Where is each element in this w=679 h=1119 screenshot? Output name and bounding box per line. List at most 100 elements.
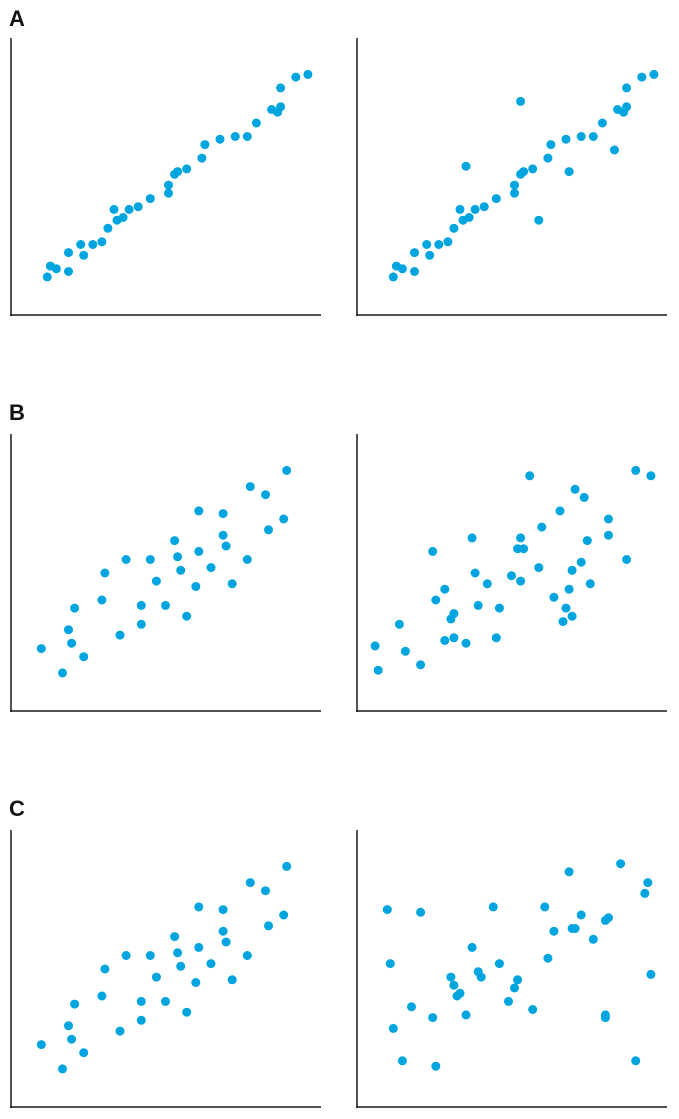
data-point <box>446 972 456 982</box>
data-point <box>230 132 240 141</box>
data-point <box>494 959 504 969</box>
data-point <box>549 592 559 602</box>
data-point <box>410 248 419 258</box>
data-point <box>221 541 231 551</box>
data-point <box>585 579 595 589</box>
data-point <box>410 267 419 276</box>
data-point <box>431 595 441 605</box>
data-point <box>464 213 474 222</box>
data-point <box>576 910 586 920</box>
data-point <box>206 563 216 573</box>
data-point <box>519 167 529 177</box>
data-point <box>64 248 73 258</box>
data-point <box>58 1064 67 1074</box>
data-point <box>443 237 453 247</box>
data-point <box>100 964 110 974</box>
data-point <box>537 522 547 532</box>
data-point <box>115 1026 125 1036</box>
data-point <box>151 972 161 982</box>
data-point <box>242 951 252 960</box>
data-point <box>476 972 486 982</box>
data-point <box>197 153 207 163</box>
data-point <box>279 514 289 524</box>
data-point <box>133 202 143 212</box>
data-point <box>604 514 613 524</box>
data-point <box>191 978 201 987</box>
data-point <box>76 240 86 249</box>
data-point <box>251 118 261 128</box>
data-point <box>428 1013 438 1023</box>
data-point <box>425 250 435 260</box>
data-point <box>397 264 407 274</box>
data-point <box>64 267 73 276</box>
data-point <box>394 619 404 629</box>
data-point <box>622 102 632 112</box>
data-point <box>194 506 204 516</box>
data-point <box>461 638 471 648</box>
data-point <box>215 134 225 144</box>
data-point <box>136 619 146 629</box>
data-point <box>555 506 565 516</box>
data-point <box>470 204 480 214</box>
data-point <box>546 140 556 150</box>
data-point <box>646 969 656 979</box>
data-point <box>528 1005 538 1014</box>
data-point <box>64 625 73 635</box>
data-point <box>449 633 459 643</box>
data-point <box>245 878 255 888</box>
data-point <box>58 668 67 678</box>
scatter-plot-b-left <box>10 434 321 712</box>
data-point <box>488 902 498 912</box>
data-point <box>564 584 574 594</box>
data-point <box>479 202 489 212</box>
data-point <box>109 204 119 214</box>
data-point <box>510 983 519 993</box>
data-point <box>51 264 61 274</box>
data-point <box>616 859 626 869</box>
data-point <box>194 902 204 912</box>
data-point <box>388 272 398 282</box>
data-point <box>121 951 131 960</box>
data-point <box>170 536 180 546</box>
data-point <box>176 565 186 575</box>
data-point <box>103 223 113 233</box>
data-point <box>431 1061 441 1071</box>
data-point <box>79 250 89 260</box>
data-point <box>79 652 89 662</box>
data-point <box>643 878 653 888</box>
data-point <box>600 1010 610 1020</box>
data-point <box>449 223 459 233</box>
data-point <box>516 533 526 543</box>
data-point <box>124 204 134 214</box>
data-point <box>407 1002 416 1012</box>
data-point <box>649 69 659 79</box>
data-point <box>64 1021 73 1031</box>
data-point <box>622 83 632 93</box>
data-point <box>482 579 492 589</box>
data-point <box>388 1023 398 1033</box>
scatter-plot-a-left <box>10 38 321 316</box>
data-point <box>136 996 146 1006</box>
data-point <box>261 490 270 500</box>
data-point <box>164 180 173 190</box>
data-point <box>422 240 432 249</box>
data-point <box>570 924 580 933</box>
data-point <box>570 484 580 494</box>
data-point <box>67 638 77 648</box>
data-point <box>218 926 228 936</box>
data-point <box>145 194 155 204</box>
data-point <box>115 630 125 640</box>
data-point <box>261 886 270 896</box>
data-point <box>264 921 273 931</box>
data-point <box>646 471 656 481</box>
data-point <box>279 910 289 920</box>
data-point <box>631 1056 641 1066</box>
data-point <box>221 937 231 947</box>
data-point <box>440 584 450 594</box>
data-point <box>242 132 252 141</box>
data-point <box>610 145 619 155</box>
data-point <box>145 555 155 564</box>
data-point <box>510 188 519 198</box>
data-point <box>440 636 450 645</box>
data-point <box>637 72 647 82</box>
